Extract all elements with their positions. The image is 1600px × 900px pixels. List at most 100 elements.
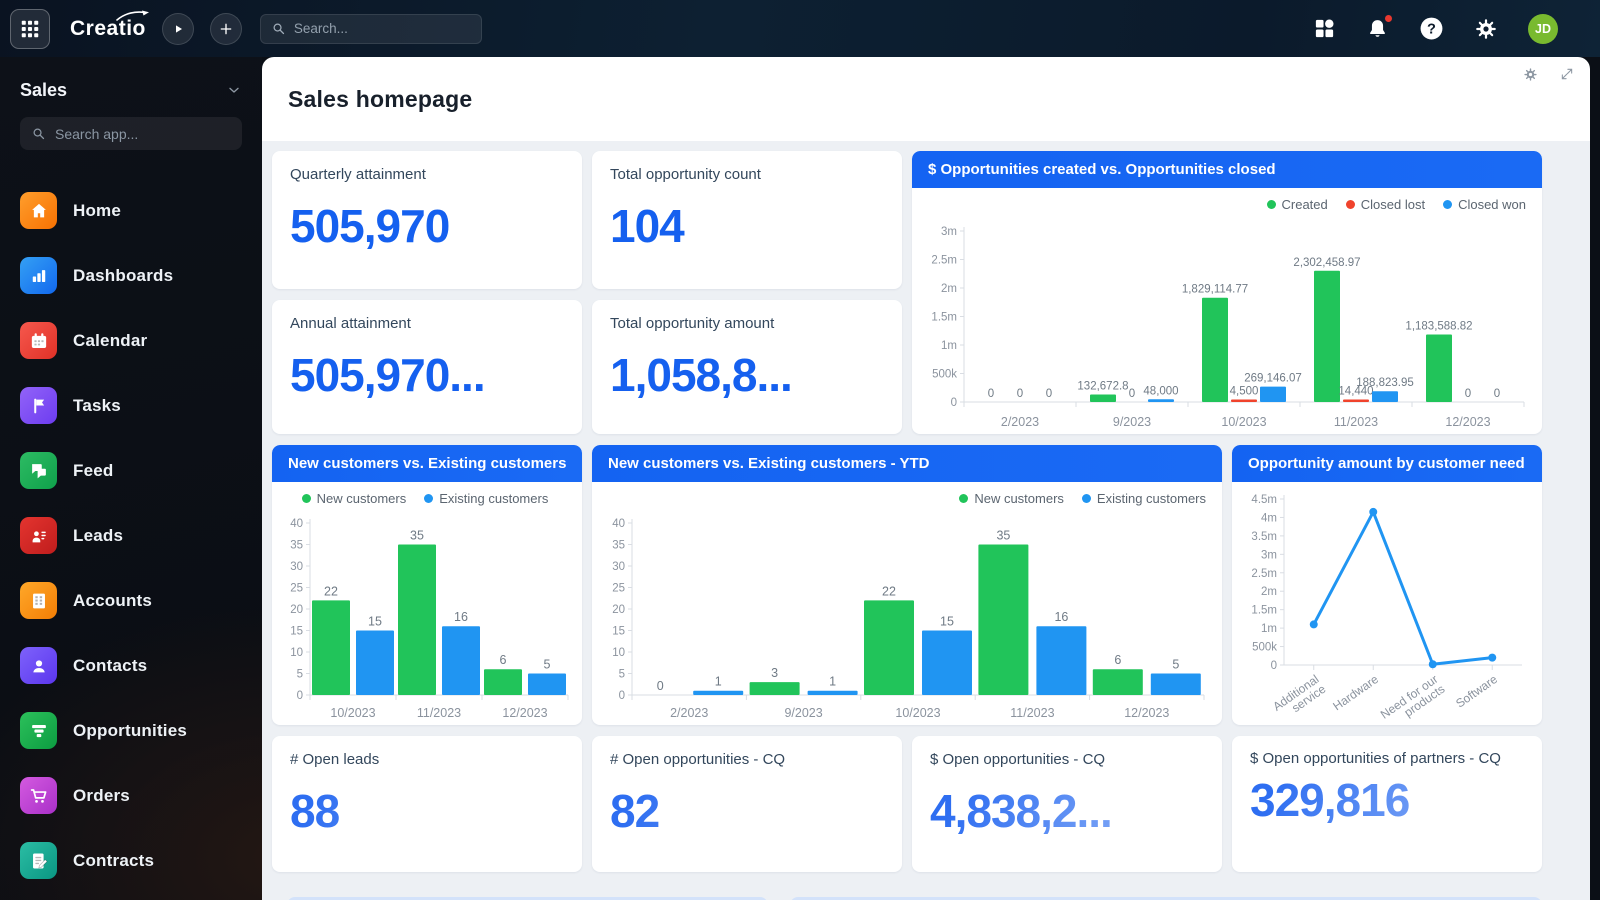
svg-text:0: 0 <box>1465 388 1471 400</box>
svg-text:12/2023: 12/2023 <box>502 706 547 720</box>
sidebar-item-accounts[interactable]: Accounts <box>20 568 242 633</box>
svg-text:4.5m: 4.5m <box>1251 494 1277 506</box>
svg-text:0: 0 <box>657 679 664 693</box>
kpi-card-total-opportunity-count: Total opportunity count 104 <box>592 151 902 289</box>
sidebar-item-contacts[interactable]: Contacts <box>20 633 242 698</box>
svg-text:16: 16 <box>454 610 468 624</box>
svg-text:35: 35 <box>290 540 303 552</box>
svg-text:5: 5 <box>297 669 303 681</box>
svg-text:5: 5 <box>544 658 551 672</box>
svg-text:0: 0 <box>1046 388 1052 400</box>
home-icon <box>20 192 57 229</box>
workspaces-button[interactable] <box>1313 17 1336 40</box>
sidebar-item-tasks[interactable]: Tasks <box>20 373 242 438</box>
chevron-down-icon <box>226 82 242 98</box>
kpi-label: # Open opportunities - CQ <box>610 751 884 768</box>
kpi-value: 4,838,2... <box>930 788 1204 834</box>
workspace-selector[interactable]: Sales <box>20 73 242 107</box>
sidebar-item-label: Leads <box>73 526 123 546</box>
sidebar-item-home[interactable]: Home <box>20 178 242 243</box>
user-avatar[interactable]: JD <box>1528 14 1558 44</box>
legend-item: Existing customers <box>1082 491 1206 506</box>
kpi-label: Total opportunity count <box>610 166 884 183</box>
svg-text:12/2023: 12/2023 <box>1445 415 1490 429</box>
top-bar: Creatio JD <box>0 0 1600 57</box>
svg-text:2.5m: 2.5m <box>1251 568 1277 580</box>
chart-new-vs-existing-customers-ytd: New customers vs. Existing customers - Y… <box>592 445 1222 725</box>
svg-text:1m: 1m <box>1261 623 1277 635</box>
page-settings-gear-icon[interactable] <box>1523 67 1538 82</box>
svg-text:11/2023: 11/2023 <box>1334 415 1378 429</box>
svg-text:2.5m: 2.5m <box>931 255 957 267</box>
legend-item: New customers <box>959 491 1064 506</box>
dashboard-grid: Quarterly attainment 505,970 Total oppor… <box>262 141 1590 900</box>
svg-text:15: 15 <box>368 615 382 629</box>
global-search-input[interactable] <box>294 21 464 36</box>
svg-text:9/2023: 9/2023 <box>784 706 822 720</box>
svg-text:3.5m: 3.5m <box>1251 531 1277 543</box>
svg-text:1,183,588.82: 1,183,588.82 <box>1405 321 1472 333</box>
svg-text:4,500: 4,500 <box>1230 386 1259 398</box>
sidebar-item-label: Feed <box>73 461 113 481</box>
legend-item: Closed won <box>1443 197 1526 212</box>
kpi-label: Annual attainment <box>290 315 564 332</box>
sidebar-item-label: Dashboards <box>73 266 173 286</box>
notifications-button[interactable] <box>1366 17 1389 40</box>
svg-text:35: 35 <box>612 540 625 552</box>
svg-text:15: 15 <box>290 626 303 638</box>
kpi-card-open-leads: # Open leads 88 <box>272 736 582 872</box>
svg-text:500k: 500k <box>932 369 957 381</box>
svg-text:0: 0 <box>1494 388 1500 400</box>
svg-text:1,829,114.77: 1,829,114.77 <box>1182 284 1248 296</box>
sidebar-item-leads[interactable]: Leads <box>20 503 242 568</box>
line-chart-plot: 0500k1m1.5m2m2.5m3m3.5m4m4.5mAdditionals… <box>1238 487 1532 723</box>
kpi-card-quarterly-attainment: Quarterly attainment 505,970 <box>272 151 582 289</box>
sidebar-item-label: Accounts <box>73 591 152 611</box>
kpi-value: 505,970 <box>290 203 564 249</box>
sidebar-item-feed[interactable]: Feed <box>20 438 242 503</box>
svg-text:10/2023: 10/2023 <box>1221 415 1266 429</box>
sidebar-nav: Home Dashboards Calendar Tasks Feed Lead… <box>20 178 242 893</box>
chart-title: $ Opportunities created vs. Opportunitie… <box>912 151 1542 188</box>
chart-opportunity-amount-by-customer-need: Opportunity amount by customer need 0500… <box>1232 445 1542 725</box>
svg-text:10: 10 <box>612 647 625 659</box>
svg-text:2,302,458.97: 2,302,458.97 <box>1293 257 1360 269</box>
app-launcher-button[interactable] <box>10 9 50 49</box>
orders-cart-icon <box>20 777 57 814</box>
app-search[interactable] <box>20 117 242 150</box>
svg-text:Hardware: Hardware <box>1330 672 1381 713</box>
legend-item: Closed lost <box>1346 197 1425 212</box>
svg-text:1: 1 <box>829 675 836 689</box>
expand-page-icon[interactable] <box>1560 67 1574 82</box>
kpi-card-open-opportunities-partners-cq: $ Open opportunities of partners - CQ 32… <box>1232 736 1542 872</box>
search-icon <box>31 126 46 141</box>
svg-text:Software: Software <box>1453 672 1500 711</box>
svg-text:25: 25 <box>290 583 303 595</box>
tasks-flag-icon <box>20 387 57 424</box>
search-icon <box>271 21 286 36</box>
legend-item: Created <box>1267 197 1328 212</box>
sidebar-item-calendar[interactable]: Calendar <box>20 308 242 373</box>
run-process-button[interactable] <box>162 13 194 45</box>
quick-add-button[interactable] <box>210 13 242 45</box>
sidebar-item-opportunities[interactable]: Opportunities <box>20 698 242 763</box>
svg-text:40: 40 <box>290 518 303 530</box>
settings-button[interactable] <box>1474 17 1498 41</box>
help-button[interactable] <box>1419 16 1444 41</box>
svg-text:10/2023: 10/2023 <box>895 706 940 720</box>
global-search[interactable] <box>260 14 482 44</box>
kpi-value: 88 <box>290 788 564 834</box>
dashboards-icon <box>20 257 57 294</box>
sidebar-item-orders[interactable]: Orders <box>20 763 242 828</box>
svg-text:1.5m: 1.5m <box>931 312 957 324</box>
plus-icon <box>218 21 234 37</box>
svg-text:22: 22 <box>324 584 338 598</box>
app-search-input[interactable] <box>55 126 215 142</box>
sidebar-item-dashboards[interactable]: Dashboards <box>20 243 242 308</box>
sidebar-item-label: Contracts <box>73 851 154 871</box>
kpi-value: 1,058,8... <box>610 352 884 398</box>
main-panel: Sales homepage Quarterly attainment 505,… <box>262 57 1590 900</box>
kpi-value: 329,816 <box>1250 777 1524 823</box>
sidebar-item-contracts[interactable]: Contracts <box>20 828 242 893</box>
svg-text:0: 0 <box>1271 660 1277 672</box>
